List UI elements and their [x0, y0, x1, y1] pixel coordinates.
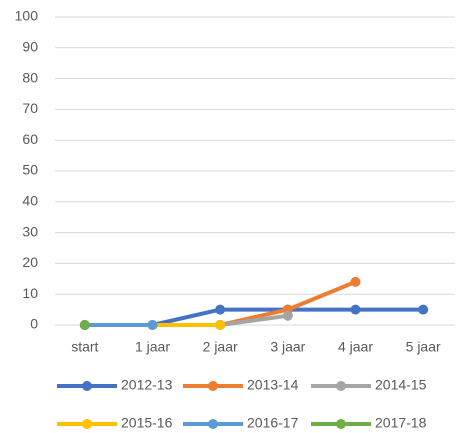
point	[79, 320, 90, 330]
y-tick-label: 80	[22, 69, 38, 85]
point	[350, 276, 361, 287]
y-tick-label: 10	[22, 285, 38, 301]
legend-label: 2016-17	[247, 415, 299, 431]
legend-label: 2014-15	[375, 377, 427, 393]
y-tick-label: 100	[15, 8, 39, 24]
legend-marker	[208, 419, 218, 429]
series-line	[84, 280, 357, 327]
x-tick-label: start	[71, 339, 98, 355]
point	[350, 304, 361, 315]
point	[282, 310, 293, 321]
y-tick-label: 40	[22, 193, 38, 209]
legend-marker	[336, 381, 346, 391]
point	[215, 304, 226, 315]
x-tick-label: 3 jaar	[270, 339, 305, 355]
legend-marker	[208, 381, 218, 391]
x-tick-label: 4 jaar	[338, 339, 373, 355]
x-tick-label: 2 jaar	[203, 339, 238, 355]
point	[147, 320, 158, 330]
legend-label: 2015-16	[121, 415, 173, 431]
legend-marker	[82, 419, 92, 429]
legend-label: 2013-14	[247, 377, 299, 393]
legend-marker	[82, 381, 92, 391]
legend-marker	[336, 419, 346, 429]
y-tick-label: 50	[22, 162, 38, 178]
y-tick-label: 0	[30, 316, 38, 332]
point	[418, 304, 429, 315]
y-tick-label: 30	[22, 223, 38, 239]
x-tick-label: 1 jaar	[135, 339, 170, 355]
x-tick-label: 5 jaar	[406, 339, 441, 355]
y-tick-label: 90	[22, 39, 38, 55]
y-tick-label: 70	[22, 100, 38, 116]
y-tick-label: 20	[22, 254, 38, 270]
y-tick-label: 60	[22, 131, 38, 147]
point	[215, 320, 226, 330]
legend-label: 2017-18	[375, 415, 427, 431]
legend-label: 2012-13	[121, 377, 173, 393]
